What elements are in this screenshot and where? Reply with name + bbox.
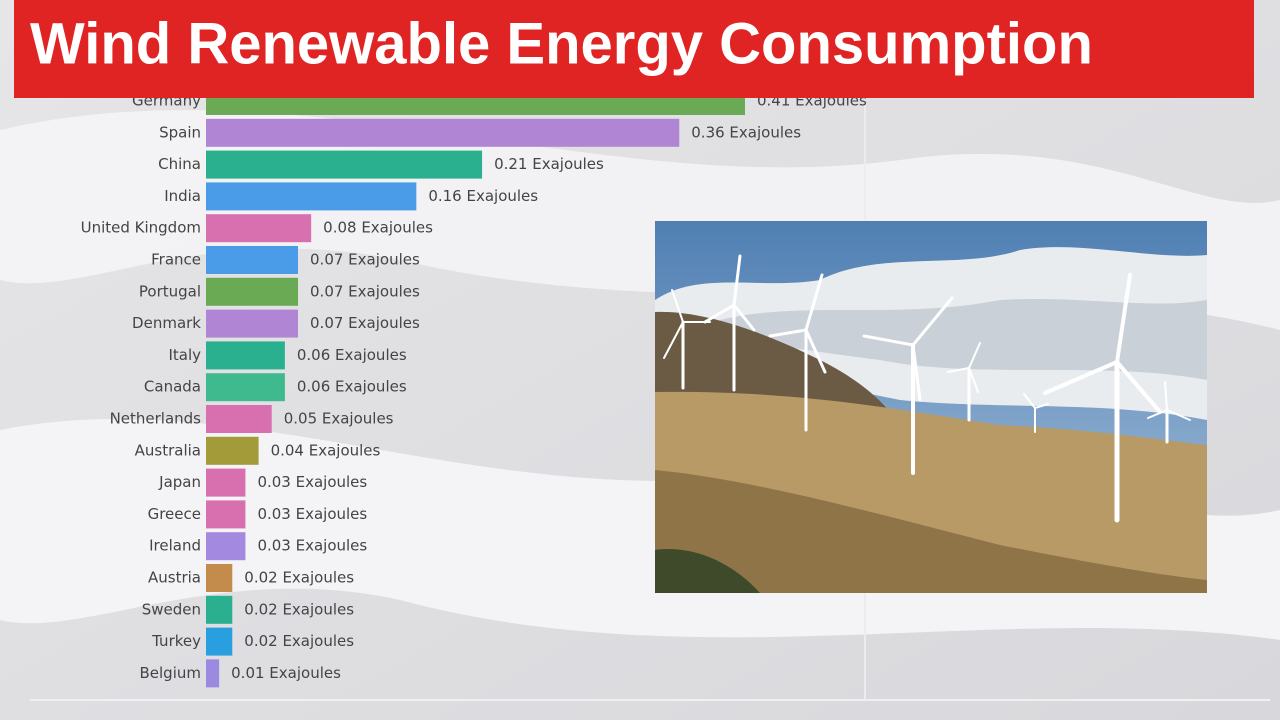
value-label: 0.21 Exajoules (494, 155, 604, 173)
category-label: Belgium (140, 664, 202, 682)
value-label: 0.07 Exajoules (310, 314, 420, 332)
bar (206, 659, 220, 688)
bar (206, 564, 233, 592)
value-label: 0.02 Exajoules (244, 569, 354, 587)
category-label: Italy (168, 346, 201, 364)
value-label: 0.16 Exajoules (428, 187, 538, 205)
bar (206, 214, 312, 243)
value-label: 0.07 Exajoules (310, 282, 420, 300)
value-label: 0.06 Exajoules (297, 378, 407, 396)
category-label: China (158, 155, 201, 173)
value-label: 0.08 Exajoules (323, 219, 433, 237)
category-label: Ireland (149, 537, 201, 555)
bar (206, 150, 483, 179)
value-label: 0.03 Exajoules (257, 505, 367, 523)
category-label: Greece (148, 505, 201, 523)
bar (206, 118, 680, 147)
bar (206, 468, 246, 497)
value-label: 0.02 Exajoules (244, 632, 354, 650)
category-label: Denmark (132, 314, 201, 332)
bar (206, 373, 285, 402)
value-label: 0.07 Exajoules (310, 251, 420, 269)
category-label: Turkey (151, 632, 201, 650)
bar (206, 532, 246, 561)
chart-title: Wind Renewable Energy Consumption (30, 11, 1093, 76)
category-label: India (164, 187, 201, 205)
bar (206, 309, 299, 338)
value-label: 0.04 Exajoules (271, 441, 381, 459)
value-label: 0.01 Exajoules (231, 664, 341, 682)
value-label: 0.03 Exajoules (257, 473, 367, 491)
title-banner (14, 0, 1254, 98)
category-label: Austria (148, 569, 201, 587)
category-label: Spain (159, 123, 201, 141)
bar (206, 341, 285, 370)
category-label: Netherlands (110, 410, 202, 428)
category-label: United Kingdom (81, 219, 201, 237)
category-label: Canada (144, 378, 201, 396)
category-label: Portugal (139, 282, 201, 300)
bar (206, 595, 233, 624)
category-label: Australia (135, 441, 201, 459)
category-label: Japan (158, 473, 201, 491)
bar (206, 627, 233, 656)
bar (206, 182, 417, 211)
value-label: 0.05 Exajoules (284, 410, 394, 428)
value-label: 0.36 Exajoules (691, 123, 801, 141)
value-label: 0.03 Exajoules (257, 537, 367, 555)
bar (206, 405, 272, 433)
bar (206, 246, 299, 274)
value-label: 0.02 Exajoules (244, 600, 354, 618)
photo (655, 221, 1207, 593)
bar (206, 436, 259, 465)
bar (206, 277, 299, 306)
value-label: 0.06 Exajoules (297, 346, 407, 364)
category-label: Sweden (142, 600, 201, 618)
category-label: France (151, 251, 201, 269)
bar (206, 500, 246, 529)
